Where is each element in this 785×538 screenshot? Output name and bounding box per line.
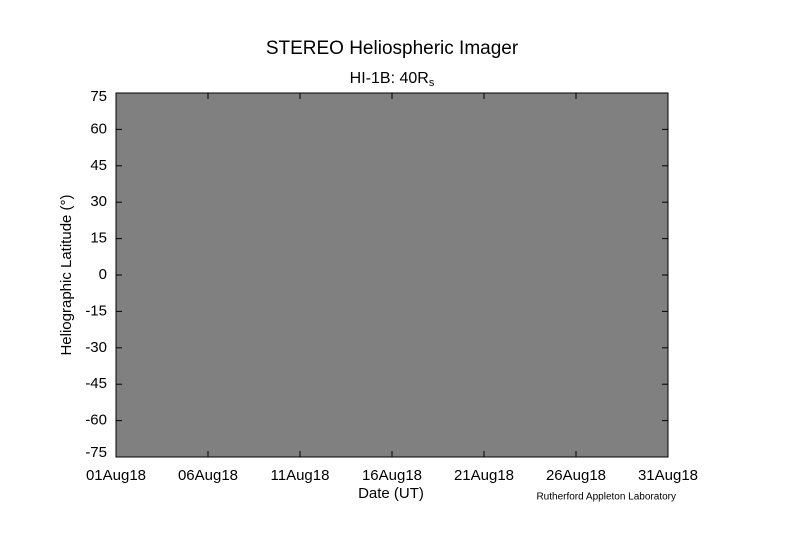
subtitle-subscript: s bbox=[429, 77, 435, 89]
y-axis-label: Heliographic Latitude (°) bbox=[58, 194, 75, 355]
x-tick-label: 06Aug18 bbox=[178, 467, 238, 484]
y-tick-label: 30 bbox=[90, 193, 107, 210]
y-tick-label: -60 bbox=[85, 412, 107, 429]
chart-title: STEREO Heliospheric Imager bbox=[266, 38, 519, 59]
subtitle-text: HI-1B: 40R bbox=[350, 70, 429, 87]
y-tick-label: -15 bbox=[85, 302, 107, 319]
y-tick-label: 45 bbox=[90, 157, 107, 174]
y-tick-label: 60 bbox=[90, 120, 107, 137]
x-tick-label: 01Aug18 bbox=[86, 467, 146, 484]
y-tick-label: 75 bbox=[90, 88, 107, 105]
x-tick-label: 21Aug18 bbox=[454, 467, 514, 484]
y-tick-label: 0 bbox=[99, 266, 107, 283]
chart-subtitle: HI-1B: 40Rs bbox=[350, 70, 435, 89]
x-tick-label: 16Aug18 bbox=[362, 467, 422, 484]
y-tick-label: -45 bbox=[85, 375, 107, 392]
y-tick-label: -75 bbox=[85, 444, 107, 461]
x-tick-label: 11Aug18 bbox=[271, 467, 330, 484]
y-tick-label: 15 bbox=[90, 230, 107, 247]
x-tick-label: 31Aug18 bbox=[638, 467, 698, 484]
credit: Rutherford Appleton Laboratory bbox=[536, 492, 676, 503]
plot-area bbox=[115, 92, 669, 458]
y-tick-label: -30 bbox=[85, 339, 107, 356]
x-axis-label: Date (UT) bbox=[358, 485, 424, 502]
x-tick-label: 26Aug18 bbox=[546, 467, 606, 484]
